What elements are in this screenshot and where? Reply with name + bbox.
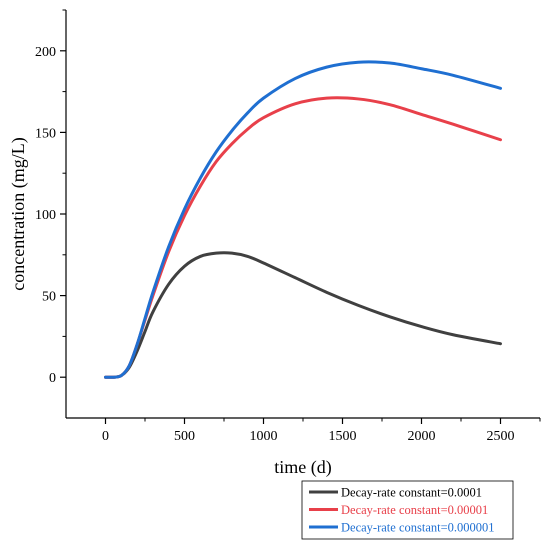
plot-area: 0 500 1000 1500 2000 2500 0 50 100 150 200 bbox=[35, 9, 541, 444]
y-axis-title: concentration (mg/L) bbox=[8, 137, 29, 290]
y-tick-label: 200 bbox=[35, 45, 56, 60]
y-ticks: 0 50 100 150 200 bbox=[35, 9, 66, 386]
x-tick-label: 2000 bbox=[408, 429, 436, 444]
y-tick-label: 0 bbox=[49, 371, 56, 386]
series-layer bbox=[104, 60, 502, 379]
series-line-1 bbox=[104, 251, 502, 379]
legend-label-1: Decay-rate constant=0.0001 bbox=[341, 486, 482, 500]
legend: Decay-rate constant=0.0001 Decay-rate con… bbox=[301, 480, 514, 540]
series-line-3 bbox=[104, 60, 502, 379]
y-tick-label: 50 bbox=[42, 290, 56, 305]
x-ticks: 0 500 1000 1500 2000 2500 bbox=[102, 418, 541, 444]
x-tick-label: 1000 bbox=[250, 429, 278, 444]
legend-items: Decay-rate constant=0.0001 Decay-rate con… bbox=[309, 486, 495, 535]
series-line-2 bbox=[104, 96, 502, 379]
x-tick-label: 1500 bbox=[329, 429, 357, 444]
x-tick-label: 2500 bbox=[487, 429, 515, 444]
legend-label-2: Decay-rate constant=0.00001 bbox=[341, 503, 488, 517]
y-tick-label: 100 bbox=[35, 208, 56, 223]
x-tick-label: 500 bbox=[174, 429, 195, 444]
x-axis-title: time (d) bbox=[274, 457, 331, 478]
legend-label-3: Decay-rate constant=0.000001 bbox=[341, 521, 495, 535]
x-tick-label: 0 bbox=[102, 429, 109, 444]
y-tick-label: 150 bbox=[35, 126, 56, 141]
